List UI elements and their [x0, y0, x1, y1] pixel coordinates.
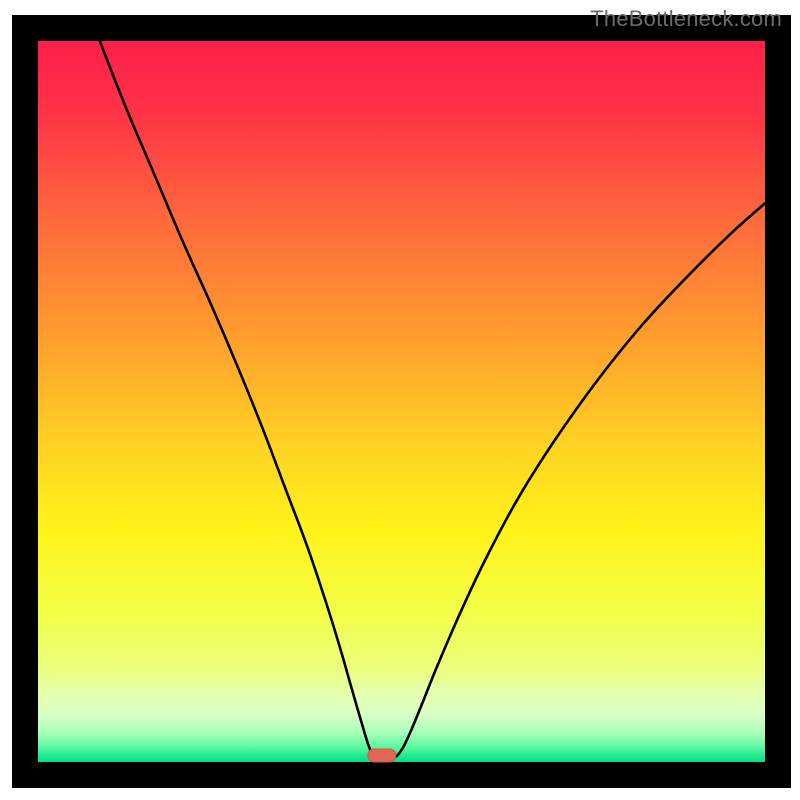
optimal-point — [368, 749, 396, 762]
chart-container: TheBottleneck.com — [0, 0, 800, 800]
bottleneck-chart — [0, 0, 800, 800]
plot-gradient-background — [38, 41, 765, 762]
watermark-text: TheBottleneck.com — [590, 6, 782, 32]
